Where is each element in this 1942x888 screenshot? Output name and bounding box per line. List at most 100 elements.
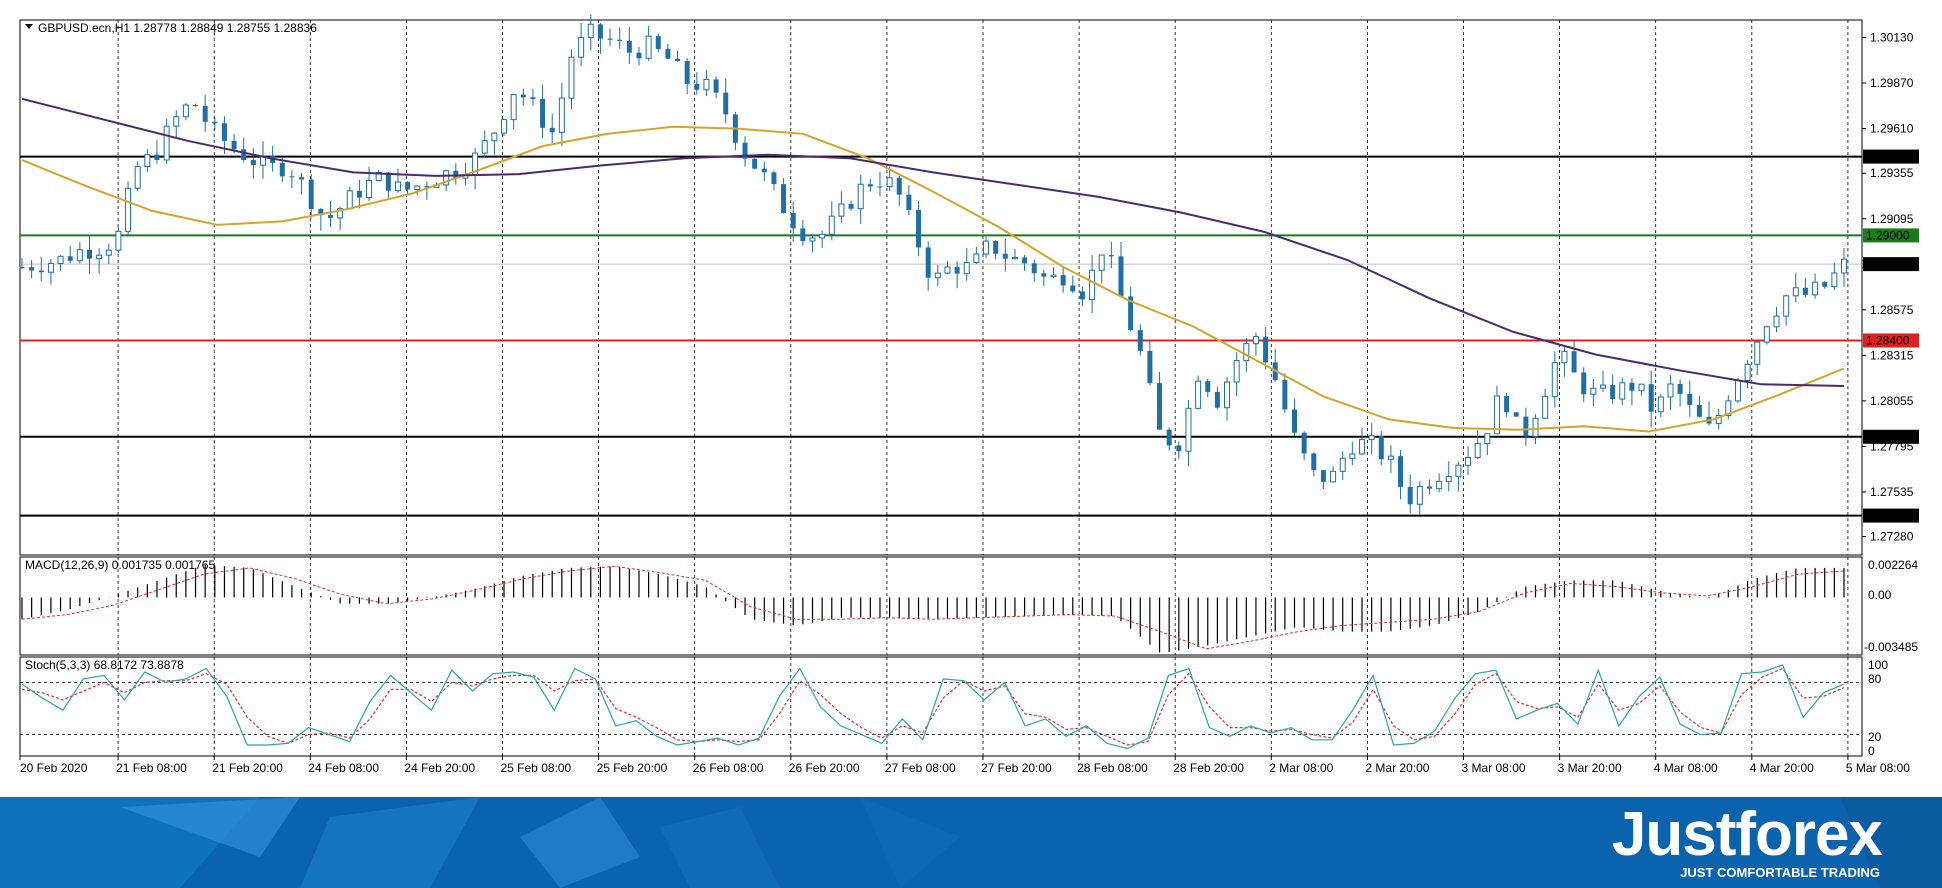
time-label: 24 Feb 08:00 — [308, 761, 379, 775]
candle-body-bear — [1137, 330, 1143, 351]
stoch-title: Stoch(5,3,3) 68.8172 73.8878 — [25, 658, 184, 672]
candle-body-bull — [144, 154, 151, 168]
candle-body-bear — [424, 186, 430, 188]
brand-tagline: JUST COMFORTABLE TRADING — [1680, 865, 1880, 880]
candle-body-bull — [481, 140, 488, 154]
stoch-axis-label: 80 — [1868, 672, 1882, 686]
stoch-axis-label: 100 — [1868, 658, 1888, 672]
candle-body-bull — [1532, 417, 1539, 437]
candle-body-bull — [1224, 381, 1231, 409]
candle-body-bull — [47, 262, 54, 273]
candle-body-bull — [1089, 269, 1096, 300]
candle-body-bear — [405, 182, 411, 190]
main-title: GBPUSD.ecn,H1 1.28778 1.28849 1.28755 1.… — [25, 21, 317, 35]
candle-body-bear — [356, 190, 362, 198]
candle-body-bear — [867, 184, 873, 187]
candle-body-bear — [318, 209, 324, 216]
candle-body-bear — [29, 267, 35, 271]
candle-body-bull — [510, 94, 517, 121]
candle-body-bull — [1455, 464, 1462, 478]
candle-body-bull — [1812, 281, 1819, 296]
price-tick-label: 1.28315 — [1870, 348, 1914, 362]
current-price-box — [1863, 257, 1919, 272]
macd-signal-line — [21, 565, 1845, 650]
ma-slow-line — [21, 97, 1845, 387]
candle-body-bear — [549, 127, 555, 133]
time-label: 4 Mar 08:00 — [1654, 761, 1718, 775]
candle-body-bear — [1311, 453, 1317, 471]
candle-body-bear — [800, 228, 806, 242]
candle-body-bull — [394, 181, 401, 192]
time-label: 3 Mar 08:00 — [1462, 761, 1526, 775]
time-label: 21 Feb 08:00 — [116, 761, 187, 775]
candle-body-bull — [703, 78, 710, 91]
stoch-pane[interactable]: 100 80 20 0 Stoch(5,3,3) 68.8172 73.8878 — [19, 656, 1888, 758]
stoch-pane-frame — [19, 656, 1863, 757]
candle-body-bull — [1542, 396, 1549, 419]
candle-body-bull — [1599, 384, 1606, 389]
macd-pane-frame — [19, 556, 1863, 656]
candle-body-bull — [1619, 382, 1626, 400]
candle-body-bull — [125, 187, 132, 232]
candle-body-bull — [366, 179, 373, 199]
banner-corner-accent — [1882, 797, 1942, 799]
candle-body-bear — [1610, 385, 1616, 400]
candle-body-bull — [1715, 415, 1722, 425]
macd-axis-label: 0.002264 — [1868, 558, 1918, 572]
ma-fast-line — [21, 125, 1845, 433]
candle-body-bear — [308, 179, 314, 210]
main-pane[interactable]: 1.30130 1.29870 1.29610 1.29355 1.29095 1.285… — [19, 14, 1920, 556]
level-label-box — [1863, 508, 1919, 523]
macd-pane[interactable]: 0.002264 0.00 -0.003485 MACD(12,26,9) 0.… — [19, 556, 1918, 656]
candle-body-bull — [1339, 457, 1346, 472]
candle-body-bear — [1677, 383, 1683, 394]
candle-body-bull — [1445, 476, 1452, 483]
candle-body-bear — [1292, 409, 1298, 433]
candle-body-bear — [1070, 285, 1076, 292]
candle-body-bear — [781, 184, 787, 214]
price-tick-label: 1.28575 — [1870, 303, 1914, 317]
candle-body-bear — [1504, 396, 1510, 413]
candle-body-bear — [1041, 273, 1047, 277]
time-label: 26 Feb 20:00 — [789, 761, 860, 775]
candle-body-bull — [1841, 258, 1847, 274]
stoch-lines — [20, 664, 1862, 750]
candle-body-bear — [877, 186, 883, 188]
candle-body-bear — [713, 79, 719, 93]
price-chart-canvas[interactable]: 1.30130 1.29870 1.29610 1.29355 1.29095 1.285… — [0, 0, 1942, 797]
time-axis: 20 Feb 2020 21 Feb 08:00 21 Feb 20:00 24 Fe… — [19, 756, 1910, 775]
macd-histogram — [21, 564, 1845, 653]
candle-body-bull — [1744, 363, 1751, 381]
time-label: 2 Mar 08:00 — [1269, 761, 1333, 775]
candle-body-bull — [115, 230, 122, 251]
price-tick-label: 1.28055 — [1870, 394, 1914, 408]
candle-body-bear — [916, 209, 922, 248]
macd-title: MACD(12,26,9) 0.001735 0.001765 — [25, 558, 215, 572]
candle-body-bear — [1282, 379, 1288, 410]
banner-background — [0, 797, 1942, 888]
price-tick-label: 1.30130 — [1870, 31, 1914, 45]
candle-body-bull — [1368, 435, 1375, 441]
candle-body-bear — [154, 154, 160, 160]
candle-body-bull — [645, 35, 652, 59]
candle-body-bull — [1330, 470, 1337, 483]
price-axis: 1.30130 1.29870 1.29610 1.29355 1.29095 1.285… — [1862, 31, 1919, 544]
candle-body-bull — [1551, 362, 1558, 398]
brand-logo-text[interactable]: Justforex — [1611, 800, 1883, 869]
level-lines — [20, 155, 1862, 517]
candle-body-bull — [1185, 407, 1192, 452]
candle-body-bear — [1031, 263, 1037, 274]
candle-body-bear — [1802, 287, 1808, 295]
macd-axis-label: -0.003485 — [1864, 640, 1918, 654]
candle-body-bear — [1263, 336, 1269, 363]
candle-body-bull — [568, 56, 575, 99]
candle-body-bull — [983, 240, 990, 255]
candle-body-bull — [1436, 481, 1443, 490]
candle-body-bear — [1571, 351, 1577, 373]
candle-body-bear — [231, 140, 237, 150]
time-label: 28 Feb 08:00 — [1077, 761, 1148, 775]
candle-body-bull — [1484, 433, 1491, 445]
price-tick-label: 1.29870 — [1870, 76, 1914, 90]
candle-body-bear — [1166, 429, 1172, 446]
collapse-triangle-icon[interactable] — [25, 24, 33, 29]
